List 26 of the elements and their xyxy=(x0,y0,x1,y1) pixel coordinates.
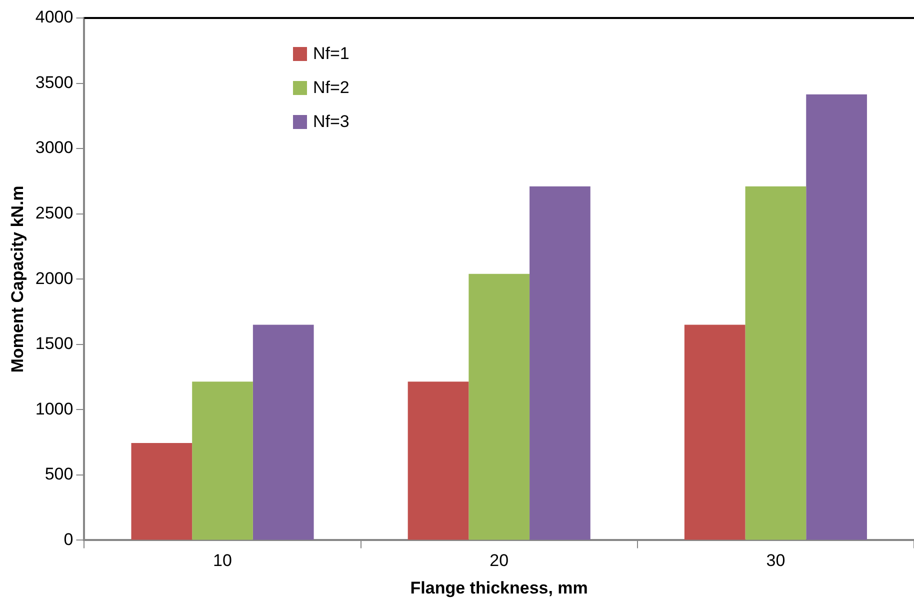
y-tick-label: 2500 xyxy=(35,204,74,223)
bar xyxy=(530,186,590,540)
bar xyxy=(408,382,469,540)
bar xyxy=(806,94,867,540)
y-tick-label: 500 xyxy=(44,464,74,484)
x-axis-title: Flange thickness, mm xyxy=(410,578,588,598)
y-tick-label: 4000 xyxy=(35,8,74,27)
y-tick-label: 1500 xyxy=(35,334,74,354)
bar xyxy=(131,442,192,540)
y-tick-label: 1000 xyxy=(35,399,74,418)
y-tick-label: 0 xyxy=(64,530,74,549)
x-tick-label: 30 xyxy=(766,551,786,570)
bar xyxy=(192,382,253,540)
y-tick-label: 3000 xyxy=(35,138,74,158)
y-tick-label: 3500 xyxy=(35,72,74,92)
y-axis-title: Moment Capacity kN.m xyxy=(8,186,27,373)
x-tick-label: 20 xyxy=(490,551,509,570)
bar xyxy=(252,324,314,540)
legend-label: Nf=1 xyxy=(313,44,350,64)
legend-label: Nf=3 xyxy=(313,112,350,132)
bar xyxy=(468,274,530,540)
legend-label: Nf=2 xyxy=(313,78,350,98)
bar xyxy=(745,186,806,540)
y-tick-label: 2000 xyxy=(35,268,74,288)
x-tick-label: 10 xyxy=(213,551,232,570)
bar xyxy=(684,324,746,540)
